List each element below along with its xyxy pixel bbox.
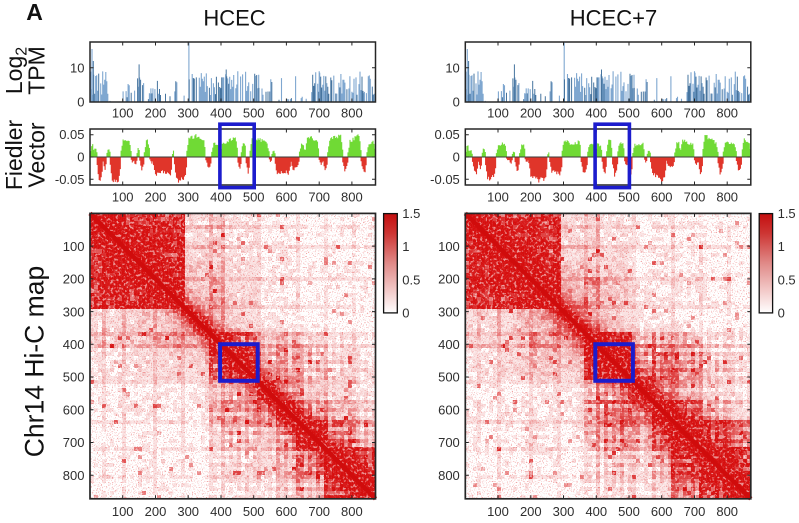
svg-text:400: 400 [585,504,607,519]
svg-text:100: 100 [487,106,509,121]
svg-text:300: 300 [553,190,575,205]
svg-text:0: 0 [77,95,84,110]
svg-text:700: 700 [684,190,706,205]
svg-text:500: 500 [243,106,265,121]
svg-text:500: 500 [438,370,460,385]
svg-text:400: 400 [63,337,85,352]
svg-text:800: 800 [716,190,738,205]
svg-text:A: A [26,0,43,25]
svg-text:HCEC: HCEC [203,6,265,31]
svg-text:1: 1 [778,239,785,254]
svg-text:200: 200 [520,504,542,519]
svg-text:300: 300 [553,504,575,519]
svg-text:0: 0 [778,305,785,320]
svg-text:500: 500 [618,106,640,121]
svg-text:300: 300 [177,190,199,205]
svg-text:300: 300 [177,106,199,121]
svg-text:700: 700 [308,190,330,205]
svg-text:800: 800 [341,106,363,121]
svg-text:1.5: 1.5 [778,206,796,221]
svg-text:0.5: 0.5 [778,272,796,287]
svg-text:0.05: 0.05 [59,127,84,142]
svg-text:800: 800 [716,504,738,519]
svg-text:400: 400 [210,190,232,205]
svg-text:1: 1 [402,239,409,254]
svg-text:500: 500 [618,190,640,205]
svg-text:700: 700 [438,435,460,450]
svg-text:800: 800 [716,106,738,121]
svg-text:0: 0 [402,305,409,320]
svg-text:400: 400 [210,504,232,519]
svg-text:400: 400 [210,106,232,121]
svg-text:-0.05: -0.05 [430,172,460,187]
svg-text:700: 700 [684,504,706,519]
svg-text:700: 700 [63,435,85,450]
svg-text:200: 200 [438,272,460,287]
svg-text:600: 600 [63,403,85,418]
svg-text:300: 300 [177,504,199,519]
svg-text:Fiedler: Fiedler [1,120,27,191]
svg-text:700: 700 [684,106,706,121]
svg-text:100: 100 [487,190,509,205]
svg-text:200: 200 [145,190,167,205]
svg-text:200: 200 [520,190,542,205]
svg-text:300: 300 [553,106,575,121]
svg-text:0.05: 0.05 [434,127,459,142]
svg-text:HCEC+7: HCEC+7 [570,6,657,31]
svg-text:0: 0 [453,95,460,110]
svg-text:600: 600 [276,190,298,205]
svg-text:0.5: 0.5 [402,272,420,287]
svg-text:700: 700 [308,504,330,519]
svg-text:100: 100 [112,190,134,205]
svg-text:300: 300 [63,304,85,319]
svg-text:100: 100 [438,239,460,254]
svg-text:200: 200 [520,106,542,121]
svg-text:600: 600 [651,190,673,205]
svg-text:600: 600 [276,106,298,121]
svg-text:800: 800 [63,468,85,483]
svg-text:10: 10 [445,60,459,75]
svg-text:800: 800 [341,190,363,205]
svg-text:0: 0 [77,150,84,165]
svg-text:400: 400 [585,190,607,205]
svg-text:300: 300 [438,304,460,319]
svg-text:200: 200 [145,106,167,121]
svg-text:100: 100 [487,504,509,519]
svg-text:500: 500 [618,504,640,519]
svg-text:600: 600 [276,504,298,519]
svg-text:800: 800 [341,504,363,519]
svg-text:1.5: 1.5 [402,206,420,221]
svg-text:600: 600 [651,106,673,121]
svg-text:100: 100 [63,239,85,254]
svg-text:Chr14 Hi-C map: Chr14 Hi-C map [20,266,50,457]
svg-text:400: 400 [585,106,607,121]
svg-text:800: 800 [438,468,460,483]
svg-text:TPM: TPM [24,46,50,95]
svg-text:10: 10 [70,60,84,75]
svg-text:200: 200 [145,504,167,519]
svg-text:100: 100 [112,106,134,121]
svg-text:600: 600 [438,403,460,418]
svg-text:500: 500 [63,370,85,385]
svg-text:500: 500 [243,190,265,205]
svg-text:100: 100 [112,504,134,519]
svg-text:600: 600 [651,504,673,519]
svg-text:0: 0 [453,150,460,165]
svg-text:700: 700 [308,106,330,121]
svg-text:-0.05: -0.05 [55,172,85,187]
svg-text:Vector: Vector [24,122,50,188]
svg-text:200: 200 [63,272,85,287]
svg-text:500: 500 [243,504,265,519]
svg-text:400: 400 [438,337,460,352]
